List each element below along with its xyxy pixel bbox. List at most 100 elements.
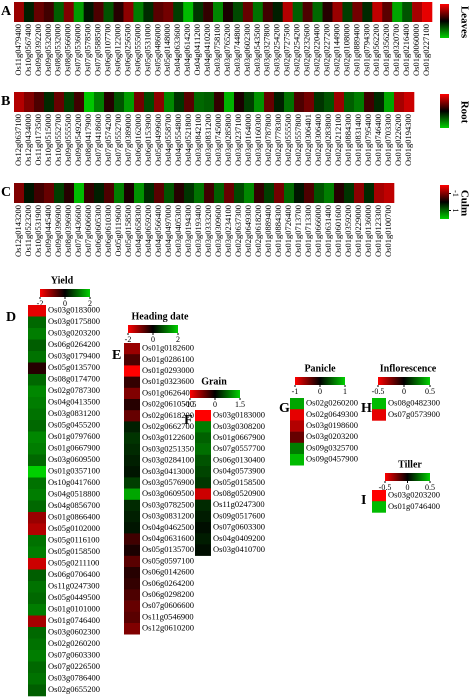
gene-label: Os06g0610300 [103,205,113,257]
heatmap-cell [124,600,140,613]
colorbar-tick-label: -2 [125,335,132,344]
gene-label: Os05g0531000 [142,24,152,76]
heatmap-cell [74,92,85,112]
heatmap-cell [372,398,386,410]
heatmap-cell [124,488,140,501]
heatmap-cell [324,92,335,112]
heatmap-cell [124,533,140,545]
gene-label: Os09g0532000 [43,24,53,76]
gene-label: Os02g0649300 [243,205,253,257]
heatmap-cell [195,477,211,489]
gene-label: Os01g0356200 [381,24,391,76]
heatmap-cell [183,2,194,22]
heatmap-cell [372,2,383,22]
heatmap-cell [195,544,211,556]
heatmap-cell [314,183,325,203]
gene-label: Os07g0603300 [213,522,265,532]
gene-label: Os05g0158500 [123,205,133,257]
gene-label: Os03g0831200 [142,511,194,521]
heatmap-cell [124,555,140,568]
colorbar-tick-label: 1 [343,387,347,396]
heatmap-cell [354,92,365,112]
heatmap-cell [195,522,211,534]
heatmap-cell [290,420,304,432]
gene-label: Os01g0667900 [48,443,100,453]
gene-label: Os03g0410700 [213,544,265,554]
gene-label: Os06g0605300 [93,205,103,257]
gene-label: Os02g0555500 [283,114,293,166]
heatmap-cell [422,2,433,22]
heatmap-cell [195,454,211,467]
gene-label: Os01g0286100 [142,354,194,364]
gene-label: Os08g0482300 [388,398,440,408]
heatmap-cell [64,92,75,112]
gene-label: Os01g0101000 [48,604,100,614]
heatmap-cell [254,183,265,203]
panel-letter: H [361,401,372,416]
heatmap-cell [124,578,140,590]
heatmap-cell [124,343,140,355]
heatmap-cell [203,2,214,22]
gene-label: Os08g0396900 [63,205,73,257]
gene-label: Os03g0842100 [193,114,203,166]
heatmap-cell [244,183,255,203]
heatmap-cell [372,409,386,421]
heatmap-cell [133,2,144,22]
heatmap-cell [195,466,211,478]
heatmap-title: Grain [201,376,227,387]
gene-label: Os04g0658300 [133,205,143,257]
gene-label: Os07g0389000 [123,114,133,166]
gene-label: Os09g0457900 [306,454,358,464]
gene-label: Os05g0211100 [48,558,99,568]
heatmap-cell [392,2,403,22]
gene-label: Os01g0884300 [273,205,283,257]
gene-label: Os06g0142600 [142,567,194,577]
gene-label: Os03g0602300 [242,24,252,76]
gene-label: Os03g0609500 [142,488,194,498]
gene-label: Os02g0212100 [333,114,343,166]
heatmap-cell [195,488,211,500]
gene-label: Os06g0256500 [122,24,132,76]
heatmap-cell [24,92,35,112]
gene-label: Os06g0122000 [112,24,122,76]
gene-label: Os08g0417900 [83,114,93,166]
gene-label: Os07g0606600 [142,600,194,610]
heatmap-cell [254,92,265,112]
colorbar [440,94,449,128]
heatmap-cell [124,443,140,456]
heatmap-cell [74,183,85,203]
heatmap-cell [372,490,386,502]
heatmap-cell [290,442,304,455]
heatmap-cell [14,92,25,112]
heatmap-cell [213,2,224,22]
heatmap-cell [94,183,105,203]
gene-label: Os02g0260200 [48,638,100,648]
colorbar [190,390,240,398]
gene-label: Os04g0554800 [173,114,183,166]
gene-label: Os01g0601600 [333,205,343,257]
heatmap-cell [64,183,75,203]
gene-label: Os07g0418600 [93,114,103,166]
heatmap-cell [28,558,46,570]
gene-label: Os04g0631600 [142,533,194,543]
gene-label: Os12g0637100 [13,114,23,166]
heatmap-cell [44,92,55,112]
gene-label: Os09g0392200 [33,24,43,76]
gene-label: Os06g0107700 [103,24,113,76]
colorbar-tick-label: 0 [318,387,322,396]
gene-label: Os01g0323600 [142,376,194,386]
gene-label: Os03g0782500 [142,499,194,509]
gene-label: Os03g0198600 [306,420,358,430]
heatmap-cell [354,183,365,203]
gene-label: Os02g0655200 [48,684,100,694]
gene-label: Os09g0555500 [63,114,73,166]
heatmap-cell [124,611,140,624]
heatmap-cell [28,615,46,628]
gene-label: Os01g0884300 [343,114,353,166]
heatmap-cell [73,2,84,22]
heatmap-cell [184,92,195,112]
gene-label: Os04g0497000 [163,205,173,257]
colorbar-tick-label: 0 [402,387,406,396]
heatmap-title: Culm [458,190,470,216]
heatmap-cell [124,432,140,445]
